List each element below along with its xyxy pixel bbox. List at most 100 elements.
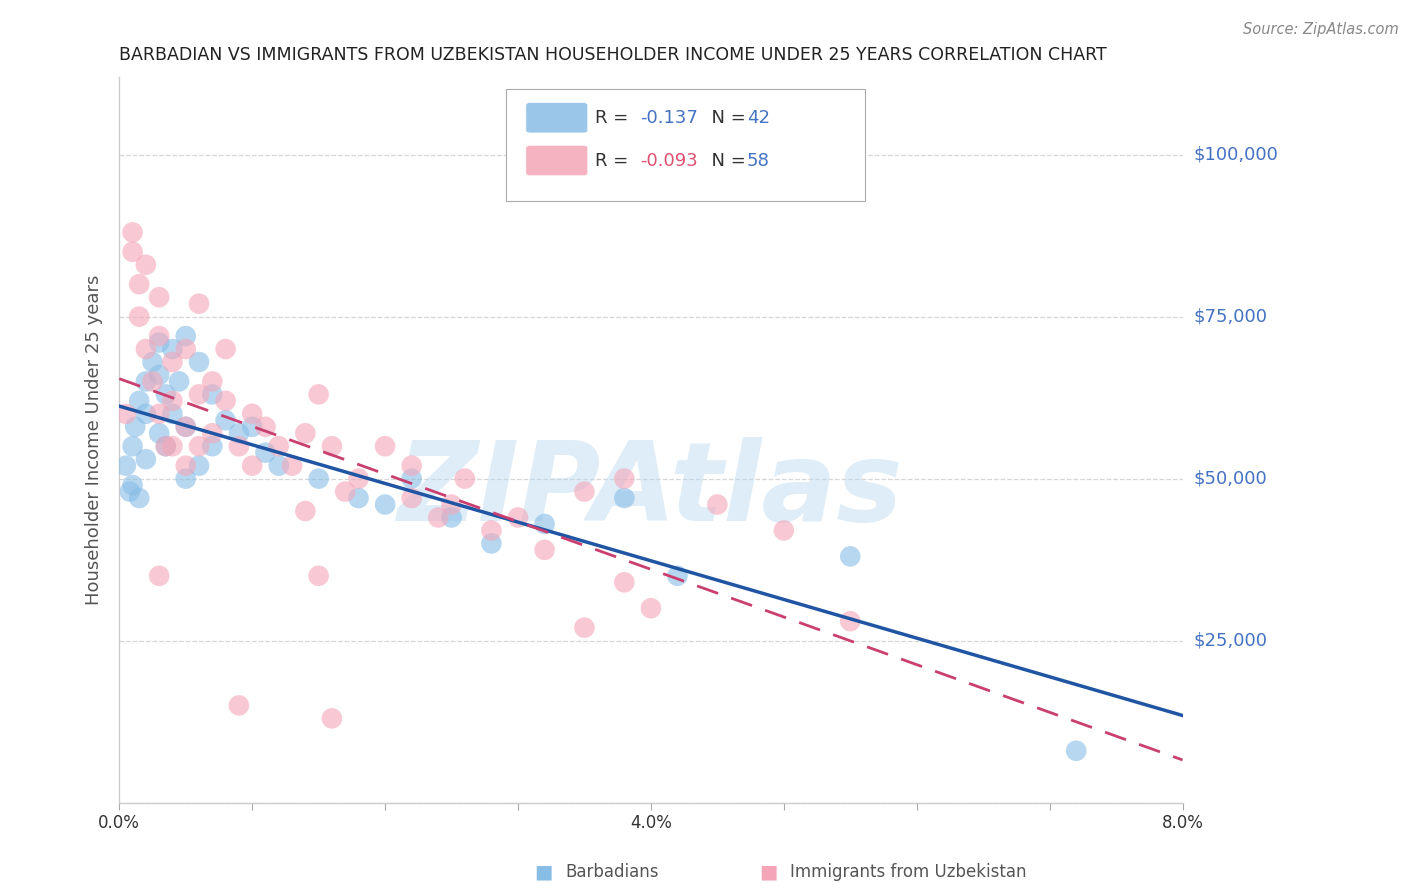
Point xyxy=(281,458,304,473)
Point xyxy=(135,407,157,421)
Point xyxy=(174,329,197,343)
Point xyxy=(839,549,862,564)
Point xyxy=(267,439,290,453)
Text: ■: ■ xyxy=(759,863,778,882)
Point xyxy=(201,426,224,441)
Point xyxy=(240,407,263,421)
Point xyxy=(321,711,343,725)
Text: $25,000: $25,000 xyxy=(1194,632,1268,649)
Point xyxy=(308,569,330,583)
Text: Source: ZipAtlas.com: Source: ZipAtlas.com xyxy=(1243,22,1399,37)
Point xyxy=(308,387,330,401)
Text: 42: 42 xyxy=(747,109,769,127)
Point xyxy=(148,329,170,343)
Point xyxy=(454,472,477,486)
Point xyxy=(121,244,143,259)
Text: Immigrants from Uzbekistan: Immigrants from Uzbekistan xyxy=(790,863,1026,881)
Point xyxy=(321,439,343,453)
Point xyxy=(613,491,636,505)
Text: Barbadians: Barbadians xyxy=(565,863,659,881)
Point xyxy=(162,439,184,453)
Point xyxy=(115,458,138,473)
Point xyxy=(401,491,423,505)
Point xyxy=(155,439,177,453)
Point xyxy=(148,407,170,421)
Point xyxy=(440,510,463,524)
Text: -0.137: -0.137 xyxy=(640,109,697,127)
Point xyxy=(374,498,396,512)
Point xyxy=(481,536,503,550)
Point xyxy=(128,393,150,408)
Point xyxy=(121,478,143,492)
Point xyxy=(141,375,163,389)
Text: $100,000: $100,000 xyxy=(1194,145,1278,163)
Point xyxy=(254,446,277,460)
Point xyxy=(155,387,177,401)
Point xyxy=(240,458,263,473)
Point xyxy=(128,491,150,505)
Point xyxy=(427,510,450,524)
Point xyxy=(135,258,157,272)
Point xyxy=(162,355,184,369)
Point xyxy=(640,601,662,615)
Point xyxy=(148,426,170,441)
Point xyxy=(347,491,370,505)
Point xyxy=(201,439,224,453)
Point xyxy=(162,393,184,408)
Point xyxy=(481,524,503,538)
Point xyxy=(401,458,423,473)
Y-axis label: Householder Income Under 25 years: Householder Income Under 25 years xyxy=(86,275,103,605)
Point xyxy=(335,484,357,499)
Text: $50,000: $50,000 xyxy=(1194,469,1267,488)
Text: R =: R = xyxy=(595,109,634,127)
Point xyxy=(294,504,316,518)
Point xyxy=(148,569,170,583)
Point xyxy=(188,439,211,453)
Point xyxy=(148,290,170,304)
Point xyxy=(135,342,157,356)
Point xyxy=(613,575,636,590)
Point xyxy=(574,621,596,635)
Point xyxy=(533,542,555,557)
Point xyxy=(188,355,211,369)
Point xyxy=(135,375,157,389)
Point xyxy=(228,426,250,441)
Point xyxy=(121,439,143,453)
Point xyxy=(167,375,190,389)
Text: ZIPAtlas: ZIPAtlas xyxy=(398,437,904,544)
Text: R =: R = xyxy=(595,152,634,169)
Point xyxy=(148,368,170,382)
Point xyxy=(115,407,138,421)
Point xyxy=(613,472,636,486)
Point xyxy=(174,419,197,434)
Point xyxy=(374,439,396,453)
Point xyxy=(401,472,423,486)
Point xyxy=(254,419,277,434)
Point xyxy=(440,498,463,512)
Point xyxy=(1064,744,1087,758)
Point xyxy=(162,407,184,421)
Point xyxy=(128,277,150,292)
Point xyxy=(533,516,555,531)
Point xyxy=(666,569,689,583)
Point xyxy=(214,342,236,356)
Point xyxy=(294,426,316,441)
Point xyxy=(214,393,236,408)
Point xyxy=(118,484,141,499)
Text: 58: 58 xyxy=(747,152,769,169)
Point xyxy=(214,413,236,427)
Point xyxy=(347,472,370,486)
Text: N =: N = xyxy=(700,109,752,127)
Point xyxy=(188,458,211,473)
Point xyxy=(308,472,330,486)
Point xyxy=(240,419,263,434)
Point xyxy=(188,387,211,401)
Point xyxy=(174,419,197,434)
Point xyxy=(188,296,211,310)
Text: N =: N = xyxy=(700,152,752,169)
Text: BARBADIAN VS IMMIGRANTS FROM UZBEKISTAN HOUSEHOLDER INCOME UNDER 25 YEARS CORREL: BARBADIAN VS IMMIGRANTS FROM UZBEKISTAN … xyxy=(120,46,1107,64)
Point xyxy=(141,355,163,369)
Point xyxy=(267,458,290,473)
Point xyxy=(772,524,794,538)
Point xyxy=(228,698,250,713)
